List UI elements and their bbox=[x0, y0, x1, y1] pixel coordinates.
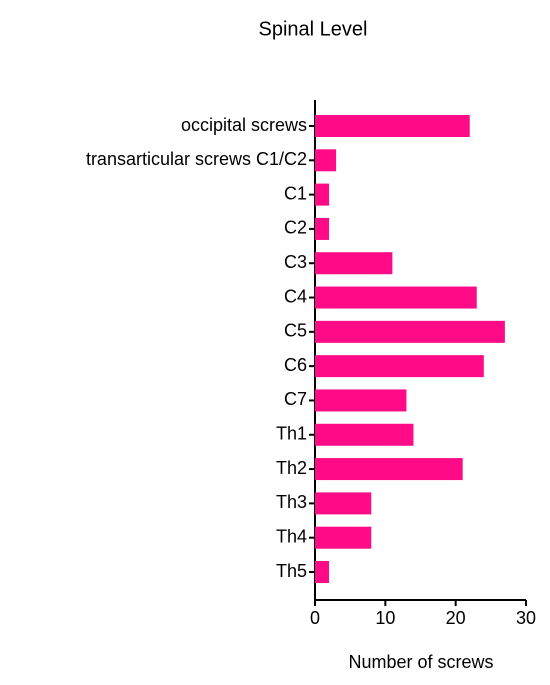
bar bbox=[315, 183, 330, 206]
y-tick-label: C4 bbox=[284, 286, 307, 306]
y-tick-label: Th2 bbox=[276, 458, 307, 478]
bar bbox=[315, 423, 414, 446]
y-tick-label: Th4 bbox=[276, 526, 307, 546]
bar bbox=[315, 561, 330, 583]
bar bbox=[315, 149, 337, 172]
chart-title: Spinal Level bbox=[259, 18, 368, 40]
x-axis-label: Number of screws bbox=[348, 652, 493, 672]
y-tick-label: Th3 bbox=[276, 492, 307, 512]
bar bbox=[315, 458, 463, 481]
x-tick-label: 20 bbox=[446, 608, 466, 628]
bar bbox=[315, 492, 372, 515]
bar bbox=[315, 526, 372, 549]
bar bbox=[315, 355, 484, 378]
y-tick-label: C6 bbox=[284, 355, 307, 375]
y-tick-label: C5 bbox=[284, 321, 307, 341]
bar bbox=[315, 389, 407, 412]
y-tick-label: occipital screws bbox=[181, 115, 307, 135]
x-tick-label: 10 bbox=[375, 608, 395, 628]
x-tick-label: 0 bbox=[310, 608, 320, 628]
bar bbox=[315, 286, 477, 309]
bar bbox=[315, 115, 470, 137]
bar bbox=[315, 320, 505, 343]
y-tick-label: C3 bbox=[284, 252, 307, 272]
y-tick-label: C1 bbox=[284, 183, 307, 203]
bar bbox=[315, 217, 330, 240]
y-tick-label: C7 bbox=[284, 389, 307, 409]
x-tick-label: 30 bbox=[516, 608, 536, 628]
y-tick-label: Th1 bbox=[276, 424, 307, 444]
y-tick-label: transarticular screws C1/C2 bbox=[86, 149, 307, 169]
y-tick-label: C2 bbox=[284, 218, 307, 238]
bar bbox=[315, 252, 393, 275]
y-tick-label: Th5 bbox=[276, 561, 307, 581]
